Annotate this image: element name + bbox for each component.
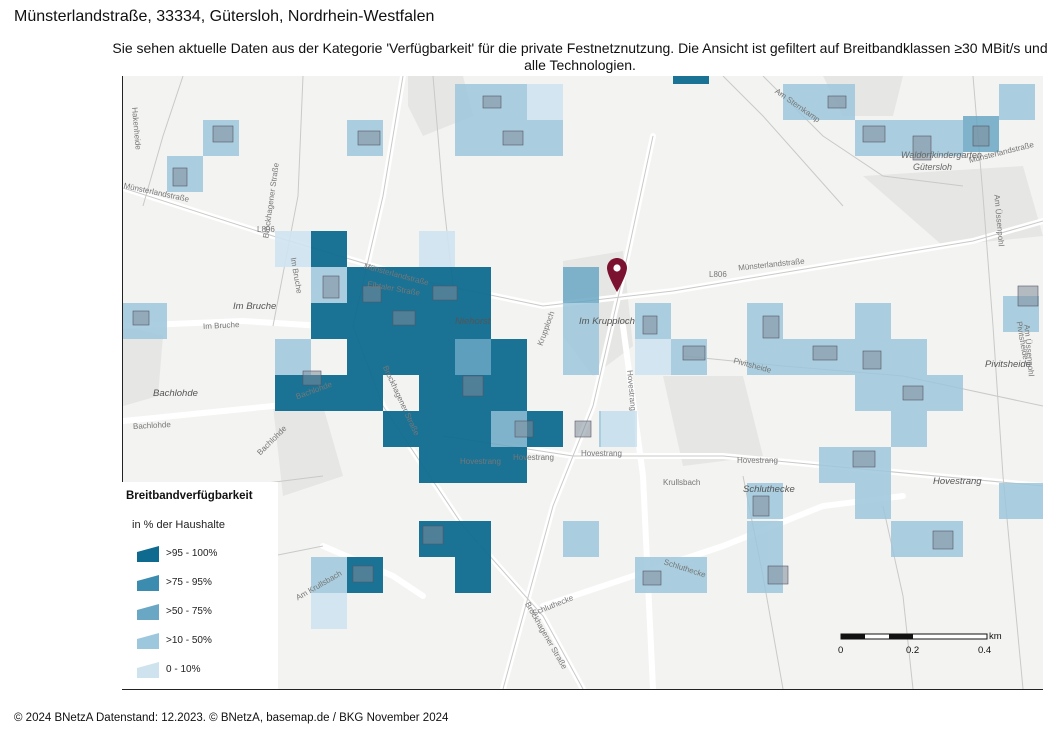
- scale-tick-1: 0.2: [906, 645, 920, 656]
- legend-swatch-icon: [137, 633, 159, 649]
- scale-bar-graphic: [840, 633, 988, 640]
- legend-swatch-icon: [137, 604, 159, 620]
- place-label-schluthecke: Schluthecke: [743, 484, 795, 495]
- stream-label-krullsbach: Krullsbach: [663, 478, 701, 487]
- map-view[interactable]: L806 L806 Münsterlandstraße Münsterlands…: [122, 76, 1043, 690]
- road-label-l806-west: L806: [257, 225, 275, 234]
- place-label-hovestrang: Hovestrang: [933, 476, 982, 487]
- place-label-niehorst: Niehorst: [455, 316, 491, 327]
- scale-tick-2: 0.4: [978, 645, 992, 656]
- road-label-hovestrang-4: Hovestrang: [737, 456, 778, 465]
- place-label-im-krupploch: Im Krupploch: [579, 316, 635, 327]
- filter-description: Sie sehen aktuelle Daten aus der Kategor…: [112, 40, 1048, 73]
- legend-swatch-icon: [137, 575, 159, 591]
- place-label-waldorf-guetersloh: Gütersloh: [913, 162, 953, 172]
- place-label-waldorfkindergarten: Waldorfkindergarten: [901, 150, 982, 160]
- place-label-bachlohde: Bachlohde: [153, 388, 198, 399]
- road-label-im-bruche: Im Bruche: [202, 320, 240, 331]
- road-label-hovestrang-1: Hovestrang: [460, 457, 501, 466]
- attribution-footer: © 2024 BNetzA Datenstand: 12.2023. © BNe…: [14, 712, 449, 724]
- legend-swatch-icon: [137, 662, 159, 678]
- scale-tick-0: 0: [838, 645, 844, 656]
- scale-bar: km 0 0.2 0.4: [838, 631, 1002, 659]
- place-label-im-bruche: Im Bruche: [233, 301, 277, 312]
- map-legend: Breitbandverfügbarkeit in % der Haushalt…: [122, 482, 278, 689]
- place-label-pivitsheide: Pivitsheide: [985, 359, 1031, 370]
- road-label-hovestrang-3: Hovestrang: [581, 449, 622, 458]
- road-label-l806-east: L806: [709, 270, 727, 279]
- basemap: [123, 76, 1043, 689]
- page-title: Münsterlandstraße, 33334, Gütersloh, Nor…: [14, 8, 435, 25]
- road-label-hovestrang-2: Hovestrang: [513, 453, 554, 462]
- legend-swatch-icon: [137, 546, 159, 562]
- scale-unit: km: [989, 631, 1002, 642]
- legend-subtitle: in % der Haushalte: [132, 519, 225, 531]
- legend-title: Breitbandverfügbarkeit: [126, 490, 253, 502]
